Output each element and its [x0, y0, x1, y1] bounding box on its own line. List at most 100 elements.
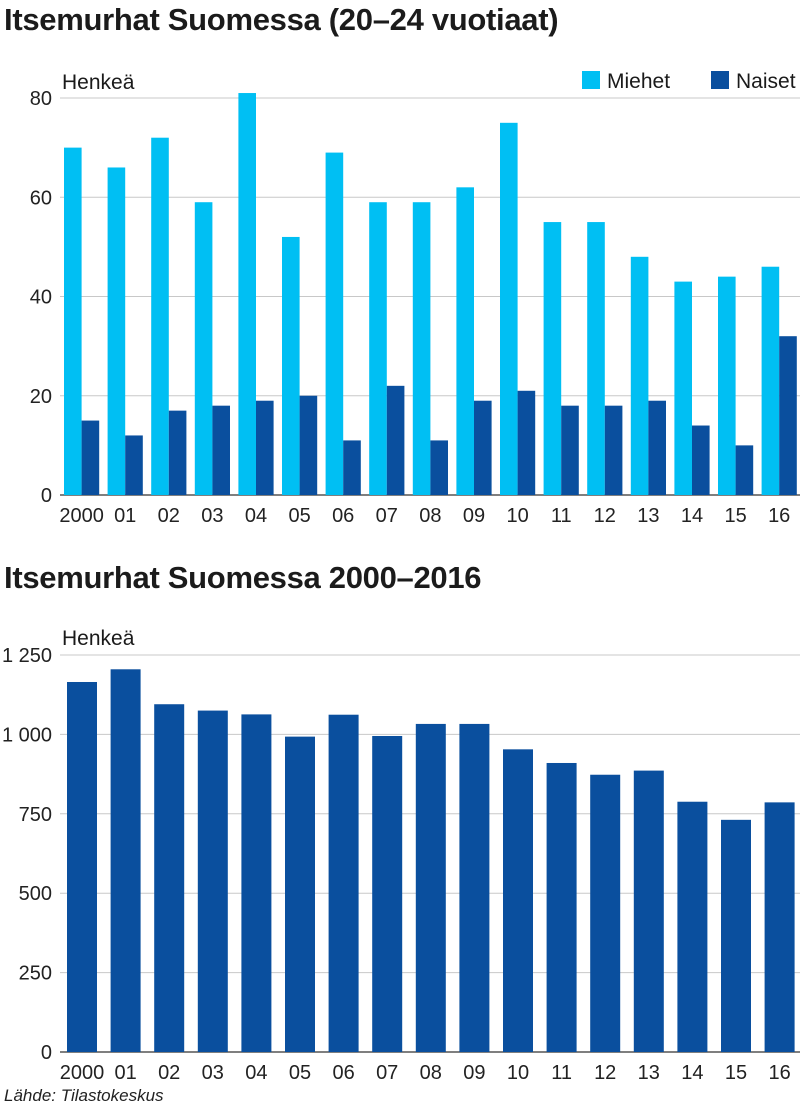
chart1-bar-miehet — [718, 276, 736, 495]
chart2-xtick-label: 16 — [768, 1062, 790, 1084]
chart2-title: Itsemurhat Suomessa 2000–2016 — [4, 560, 482, 595]
chart2-xtick-label: 13 — [638, 1062, 660, 1084]
chart1-bar-naiset — [561, 405, 579, 495]
chart1-xtick-label: 01 — [114, 505, 136, 527]
chart2-xtick-label: 15 — [725, 1062, 747, 1084]
source-note: Lähde: Tilastokeskus — [4, 1086, 164, 1105]
chart2-bar-total — [285, 736, 315, 1052]
chart1-ytick-label: 20 — [30, 386, 52, 408]
chart2-svg: 0 250 500 750 1 000 1 250 Henkeä 2000 01 02 03 04 05… — [2, 627, 800, 1084]
chart1-xtick-label: 07 — [376, 505, 398, 527]
chart2-bar-total — [372, 735, 403, 1052]
chart2-xtick-label: 10 — [507, 1062, 529, 1084]
chart1-xtick-label: 09 — [463, 505, 485, 527]
chart2-xtick-label: 05 — [289, 1062, 311, 1084]
chart2-ytick-label: 250 — [19, 963, 52, 985]
chart1-xtick-label: 10 — [506, 505, 528, 527]
chart2-xtick-label: 11 — [551, 1062, 572, 1084]
chart1-bar-naiset — [168, 410, 187, 495]
chart2-bar-total — [197, 710, 228, 1052]
chart1-xtick-label: 12 — [594, 505, 616, 527]
chart1-bar-miehet — [456, 187, 474, 495]
chart1-xtick-label: 14 — [681, 505, 703, 527]
chart1-xtick-label: 15 — [724, 505, 746, 527]
chart1-xtick-label: 04 — [245, 505, 267, 527]
chart1-bar-naiset — [125, 435, 143, 495]
chart1-bar-naiset — [604, 405, 623, 495]
chart2-ytick-label: 750 — [19, 804, 52, 826]
chart1-bar-miehet — [587, 222, 605, 495]
chart1-svg: 0 20 40 60 80 Henkeä 2000 01 02 03 04 05 06 07 08 09 10 1… — [30, 70, 800, 527]
chart1-xtick-label: 03 — [201, 505, 223, 527]
chart2-bar-total — [764, 802, 795, 1052]
chart1-xtick-label: 05 — [288, 505, 310, 527]
chart2-ytick-label: 1 000 — [2, 724, 52, 746]
chart1-bar-naiset — [299, 395, 318, 495]
chart1-bar-miehet — [64, 147, 82, 495]
chart1-xtick-label: 2000 — [59, 505, 104, 527]
chart1-bar-miehet — [630, 256, 649, 495]
chart1-bar-naiset — [517, 390, 536, 495]
chart2-bar-total — [633, 770, 664, 1052]
chart2-xtick-label: 03 — [202, 1062, 224, 1084]
chart2-bar-total — [154, 704, 185, 1052]
chart1-xtick-label: 11 — [551, 505, 572, 527]
chart1-bar-naiset — [81, 420, 100, 495]
chart2-xtick-label: 02 — [158, 1062, 180, 1084]
chart2-xtick-label: 2000 — [60, 1062, 105, 1084]
chart1-bar-naiset — [735, 445, 754, 495]
chart1-bar-naiset — [430, 440, 448, 495]
chart2-xtick-label: 07 — [376, 1062, 398, 1084]
chart2-bar-total — [110, 669, 141, 1052]
chart2-bar-total — [241, 714, 272, 1052]
chart2-bar-total — [459, 723, 490, 1052]
chart1-bar-miehet — [500, 122, 518, 495]
chart1-ylabel: Henkeä — [62, 71, 135, 94]
chart2-bar-total — [546, 762, 577, 1052]
chart2-bar-total — [328, 714, 359, 1052]
chart1-bar-naiset — [692, 425, 710, 495]
chart1-bar-miehet — [369, 202, 387, 495]
chart1-bar-miehet — [761, 266, 780, 495]
chart1-xtick-label: 16 — [768, 505, 790, 527]
chart1-xtick-label: 02 — [158, 505, 180, 527]
chart1-title: Itsemurhat Suomessa (20–24 vuotiaat) — [4, 2, 559, 37]
chart1-bar-miehet — [412, 202, 431, 495]
chart1-bar-naiset — [212, 405, 230, 495]
chart1-legend-label-naiset: Naiset — [736, 70, 796, 93]
chart2-ytick-label: 0 — [41, 1042, 52, 1064]
chart2-xtick-label: 06 — [332, 1062, 354, 1084]
chart1-bar-miehet — [674, 281, 692, 495]
chart1-ytick-label: 40 — [30, 287, 52, 309]
chart1-bar-miehet — [194, 202, 213, 495]
chart2-xtick-label: 12 — [594, 1062, 616, 1084]
chart1-ytick-label: 60 — [30, 187, 52, 209]
chart1-legend-swatch-miehet — [582, 71, 600, 89]
chart2-ytick-label: 1 250 — [2, 645, 52, 667]
chart1-bar-naiset — [386, 385, 405, 495]
chart1-bar-miehet — [325, 152, 344, 495]
chart1-bar-miehet — [282, 236, 300, 495]
chart1-bar-miehet — [238, 93, 256, 495]
chart1-bar-naiset — [779, 336, 797, 495]
chart2-ylabel: Henkeä — [62, 627, 135, 650]
chart1-bar-naiset — [343, 440, 361, 495]
chart2-bar-total — [415, 723, 446, 1052]
chart1-legend-label-miehet: Miehet — [607, 70, 670, 93]
chart2-bar-total — [503, 749, 533, 1052]
chart2-xtick-label: 14 — [681, 1062, 703, 1084]
chart2-xtick-label: 01 — [114, 1062, 136, 1084]
chart2-bar-total — [67, 681, 97, 1052]
chart1-xtick-label: 08 — [419, 505, 441, 527]
chart2-xtick-label: 04 — [245, 1062, 267, 1084]
chart1-legend-swatch-naiset — [711, 71, 729, 89]
chart2-bar-total — [677, 801, 708, 1052]
chart2-xtick-label: 08 — [420, 1062, 442, 1084]
chart1-ytick-label: 0 — [41, 485, 52, 507]
chart1-bar-naiset — [648, 400, 666, 495]
chart1-xtick-label: 13 — [637, 505, 659, 527]
chart1-ytick-label: 80 — [30, 88, 52, 110]
chart1-xtick-label: 06 — [332, 505, 354, 527]
chart1-bar-miehet — [543, 222, 562, 495]
chart2-bar-total — [721, 819, 751, 1052]
